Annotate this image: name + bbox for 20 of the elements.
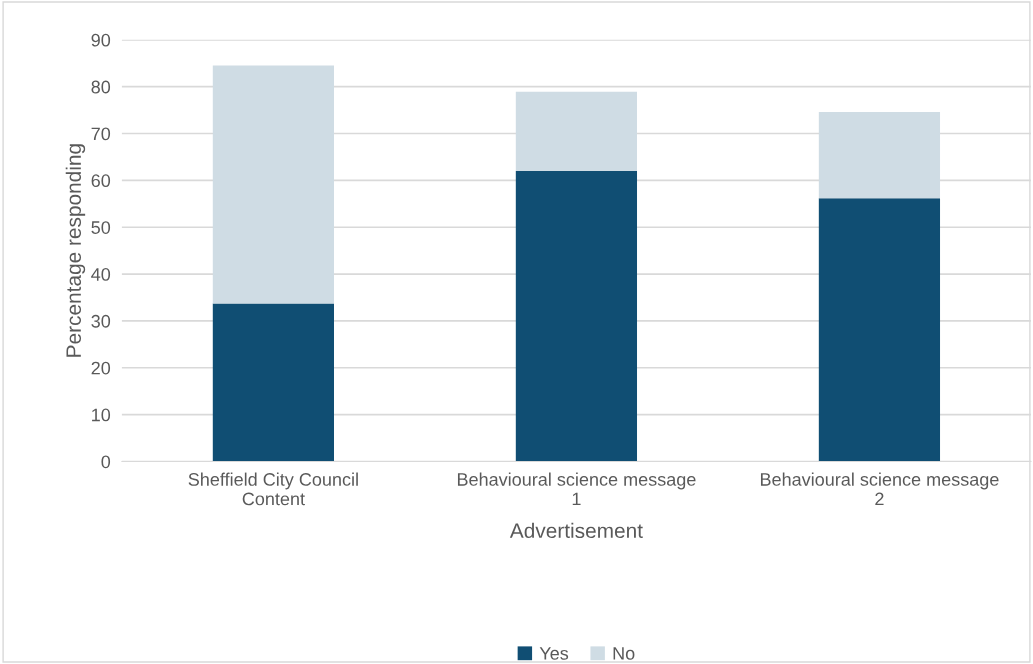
x-tick-label: Behavioural science message 1: [457, 472, 696, 506]
x-axis-title: Advertisement: [509, 522, 643, 539]
bar: [818, 198, 941, 462]
y-axis-title: Percentage responding: [65, 144, 86, 357]
y-tick-label: 80: [91, 80, 111, 94]
x-tick-label: Behavioural science message 2: [760, 472, 999, 506]
y-tick-label: 70: [91, 127, 111, 141]
legend-label: No: [613, 647, 635, 660]
bar: [212, 303, 334, 462]
y-tick-label: 0: [101, 455, 111, 469]
y-tick-label: 60: [91, 174, 111, 188]
y-tick-label: 40: [91, 268, 111, 281]
bar: [515, 171, 638, 462]
y-tick-label: 20: [91, 361, 111, 375]
y-tick-label: 30: [91, 314, 111, 328]
y-tick-label: 10: [92, 408, 111, 422]
x-tick-label: Sheffield City Council Content: [188, 472, 358, 506]
legend-label: Yes: [539, 647, 569, 660]
y-tick-label: 90: [91, 33, 111, 47]
y-tick-label: 50: [91, 221, 111, 234]
